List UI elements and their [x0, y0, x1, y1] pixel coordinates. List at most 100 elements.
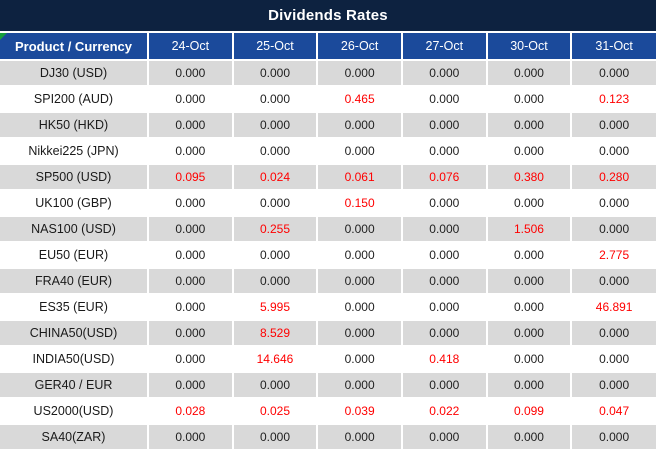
value-cell[interactable]: 0.380: [485, 164, 572, 191]
value-cell[interactable]: 0.061: [316, 164, 402, 191]
value-cell[interactable]: 0.000: [147, 268, 233, 295]
product-cell[interactable]: CHINA50(USD): [0, 320, 148, 347]
date-header[interactable]: 27-Oct: [400, 33, 487, 61]
value-cell[interactable]: 8.529: [231, 320, 318, 347]
product-cell[interactable]: SP500 (USD): [0, 164, 148, 191]
product-cell[interactable]: Nikkei225 (JPN): [0, 138, 148, 165]
value-cell[interactable]: 0.000: [231, 60, 318, 87]
product-cell[interactable]: EU50 (EUR): [0, 242, 148, 269]
value-cell[interactable]: 0.000: [147, 320, 233, 347]
value-cell[interactable]: 0.095: [147, 164, 233, 191]
product-cell[interactable]: NAS100 (USD): [0, 216, 148, 243]
value-cell[interactable]: 0.000: [231, 372, 318, 399]
value-cell[interactable]: 0.000: [316, 372, 402, 399]
value-cell[interactable]: 0.000: [485, 86, 572, 113]
value-cell[interactable]: 0.000: [316, 320, 402, 347]
value-cell[interactable]: 0.000: [316, 60, 402, 87]
value-cell[interactable]: 0.000: [570, 216, 656, 243]
value-cell[interactable]: 0.123: [570, 86, 656, 113]
value-cell[interactable]: 0.000: [231, 86, 318, 113]
value-cell[interactable]: 0.000: [147, 372, 233, 399]
product-cell[interactable]: HK50 (HKD): [0, 112, 148, 139]
value-cell[interactable]: 0.000: [147, 216, 233, 243]
value-cell[interactable]: 0.000: [570, 268, 656, 295]
date-header[interactable]: 31-Oct: [570, 33, 656, 61]
value-cell[interactable]: 0.255: [231, 216, 318, 243]
value-cell[interactable]: 0.000: [316, 346, 402, 373]
value-cell[interactable]: 0.000: [485, 346, 572, 373]
value-cell[interactable]: 0.150: [316, 190, 402, 217]
value-cell[interactable]: 0.022: [400, 398, 487, 425]
value-cell[interactable]: 0.000: [231, 138, 318, 165]
value-cell[interactable]: 0.000: [400, 60, 487, 87]
value-cell[interactable]: 0.000: [316, 268, 402, 295]
value-cell[interactable]: 0.000: [231, 242, 318, 269]
value-cell[interactable]: 0.000: [400, 424, 487, 451]
value-cell[interactable]: 0.000: [147, 60, 233, 87]
value-cell[interactable]: 0.000: [316, 294, 402, 321]
value-cell[interactable]: 0.000: [570, 320, 656, 347]
value-cell[interactable]: 0.000: [147, 86, 233, 113]
value-cell[interactable]: 0.024: [231, 164, 318, 191]
value-cell[interactable]: 0.000: [147, 294, 233, 321]
value-cell[interactable]: 0.000: [400, 216, 487, 243]
value-cell[interactable]: 0.000: [400, 268, 487, 295]
value-cell[interactable]: 0.000: [570, 372, 656, 399]
value-cell[interactable]: 0.000: [485, 112, 572, 139]
value-cell[interactable]: 0.025: [231, 398, 318, 425]
value-cell[interactable]: 0.099: [485, 398, 572, 425]
value-cell[interactable]: 0.000: [147, 346, 233, 373]
value-cell[interactable]: 1.506: [485, 216, 572, 243]
value-cell[interactable]: 0.000: [316, 216, 402, 243]
value-cell[interactable]: 0.039: [316, 398, 402, 425]
date-header[interactable]: 30-Oct: [485, 33, 572, 61]
value-cell[interactable]: 0.000: [485, 372, 572, 399]
value-cell[interactable]: 0.028: [147, 398, 233, 425]
value-cell[interactable]: 46.891: [570, 294, 656, 321]
value-cell[interactable]: 0.000: [570, 346, 656, 373]
value-cell[interactable]: 0.000: [400, 86, 487, 113]
value-cell[interactable]: 2.775: [570, 242, 656, 269]
date-header[interactable]: 24-Oct: [147, 33, 233, 61]
value-cell[interactable]: 0.000: [400, 294, 487, 321]
value-cell[interactable]: 0.076: [400, 164, 487, 191]
value-cell[interactable]: 0.000: [147, 190, 233, 217]
value-cell[interactable]: 0.000: [570, 60, 656, 87]
product-currency-header[interactable]: Product / Currency: [0, 33, 148, 61]
value-cell[interactable]: 0.000: [231, 190, 318, 217]
value-cell[interactable]: 0.000: [147, 424, 233, 451]
value-cell[interactable]: 0.000: [485, 138, 572, 165]
value-cell[interactable]: 0.000: [485, 294, 572, 321]
value-cell[interactable]: 0.000: [316, 242, 402, 269]
value-cell[interactable]: 0.047: [570, 398, 656, 425]
value-cell[interactable]: 0.000: [400, 190, 487, 217]
value-cell[interactable]: 0.465: [316, 86, 402, 113]
value-cell[interactable]: 0.000: [316, 424, 402, 451]
value-cell[interactable]: 0.000: [400, 242, 487, 269]
product-cell[interactable]: SA40(ZAR): [0, 424, 148, 451]
value-cell[interactable]: 0.000: [485, 190, 572, 217]
product-cell[interactable]: SPI200 (AUD): [0, 86, 148, 113]
product-cell[interactable]: UK100 (GBP): [0, 190, 148, 217]
value-cell[interactable]: 14.646: [231, 346, 318, 373]
value-cell[interactable]: 0.000: [485, 60, 572, 87]
value-cell[interactable]: 0.000: [231, 424, 318, 451]
value-cell[interactable]: 0.000: [316, 112, 402, 139]
value-cell[interactable]: 0.280: [570, 164, 656, 191]
value-cell[interactable]: 0.000: [485, 268, 572, 295]
value-cell[interactable]: 0.000: [316, 138, 402, 165]
product-cell[interactable]: FRA40 (EUR): [0, 268, 148, 295]
product-cell[interactable]: US2000(USD): [0, 398, 148, 425]
value-cell[interactable]: 0.000: [400, 112, 487, 139]
value-cell[interactable]: 0.000: [400, 138, 487, 165]
value-cell[interactable]: 0.000: [485, 424, 572, 451]
date-header[interactable]: 26-Oct: [316, 33, 402, 61]
value-cell[interactable]: 0.000: [231, 112, 318, 139]
value-cell[interactable]: 5.995: [231, 294, 318, 321]
product-cell[interactable]: INDIA50(USD): [0, 346, 148, 373]
value-cell[interactable]: 0.000: [400, 372, 487, 399]
value-cell[interactable]: 0.000: [570, 112, 656, 139]
value-cell[interactable]: 0.000: [147, 138, 233, 165]
value-cell[interactable]: 0.000: [570, 190, 656, 217]
value-cell[interactable]: 0.000: [231, 268, 318, 295]
